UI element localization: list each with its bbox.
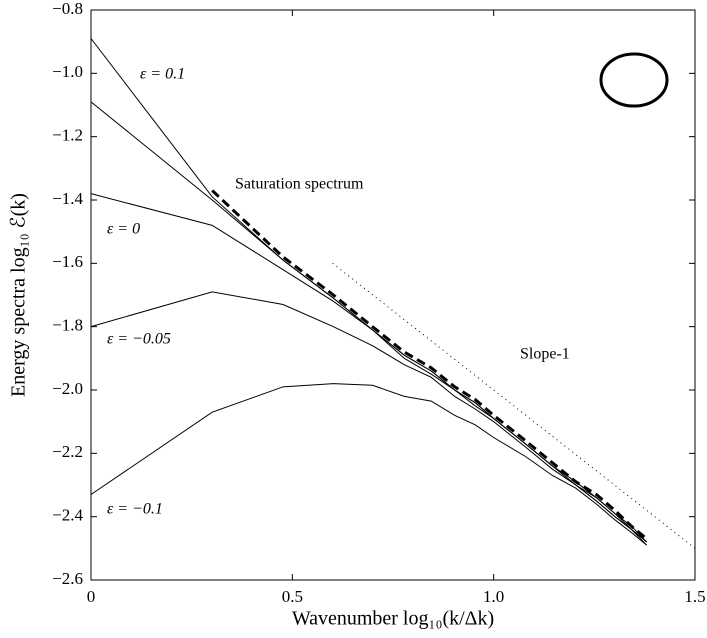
plot-frame — [90, 9, 696, 581]
x-tick-label: 1.0 — [483, 587, 504, 606]
curve-label: Saturation spectrum — [235, 176, 364, 193]
x-tick-label: 0 — [87, 587, 96, 606]
series-line — [332, 262, 696, 549]
curve-label: Slope-1 — [520, 346, 570, 363]
y-tick-label: −2.4 — [52, 506, 83, 525]
series-line — [90, 383, 647, 546]
x-axis-label: Wavenumber log₁₀(k/Δk) — [292, 608, 494, 630]
series-line — [90, 38, 648, 543]
curve-label: ε = 0 — [107, 221, 140, 238]
y-tick-label: −2.6 — [52, 569, 83, 588]
cross-section-icon — [599, 52, 669, 108]
y-tick-label: −0.8 — [52, 0, 83, 18]
y-tick-label: −1.0 — [52, 62, 83, 81]
y-tick-label: −1.2 — [52, 126, 83, 145]
y-axis-label: Energy spectra log₁₀ ℰ(k) — [8, 193, 30, 397]
x-tick-label: 0.5 — [282, 587, 303, 606]
y-tick-label: −2.0 — [52, 379, 83, 398]
x-tick-label: 1.5 — [684, 587, 705, 606]
series-line — [211, 189, 648, 540]
y-tick-label: −1.8 — [52, 316, 83, 335]
series-line — [90, 101, 647, 543]
y-tick-label: −1.4 — [52, 189, 83, 208]
curve-label: ε = −0.05 — [107, 331, 171, 348]
curve-label: ε = −0.1 — [107, 501, 163, 518]
y-tick-label: −2.2 — [52, 442, 83, 461]
series-line — [90, 193, 647, 543]
series-line — [90, 291, 648, 546]
curve-label: ε = 0.1 — [140, 66, 185, 83]
y-tick-label: −1.6 — [52, 252, 83, 271]
